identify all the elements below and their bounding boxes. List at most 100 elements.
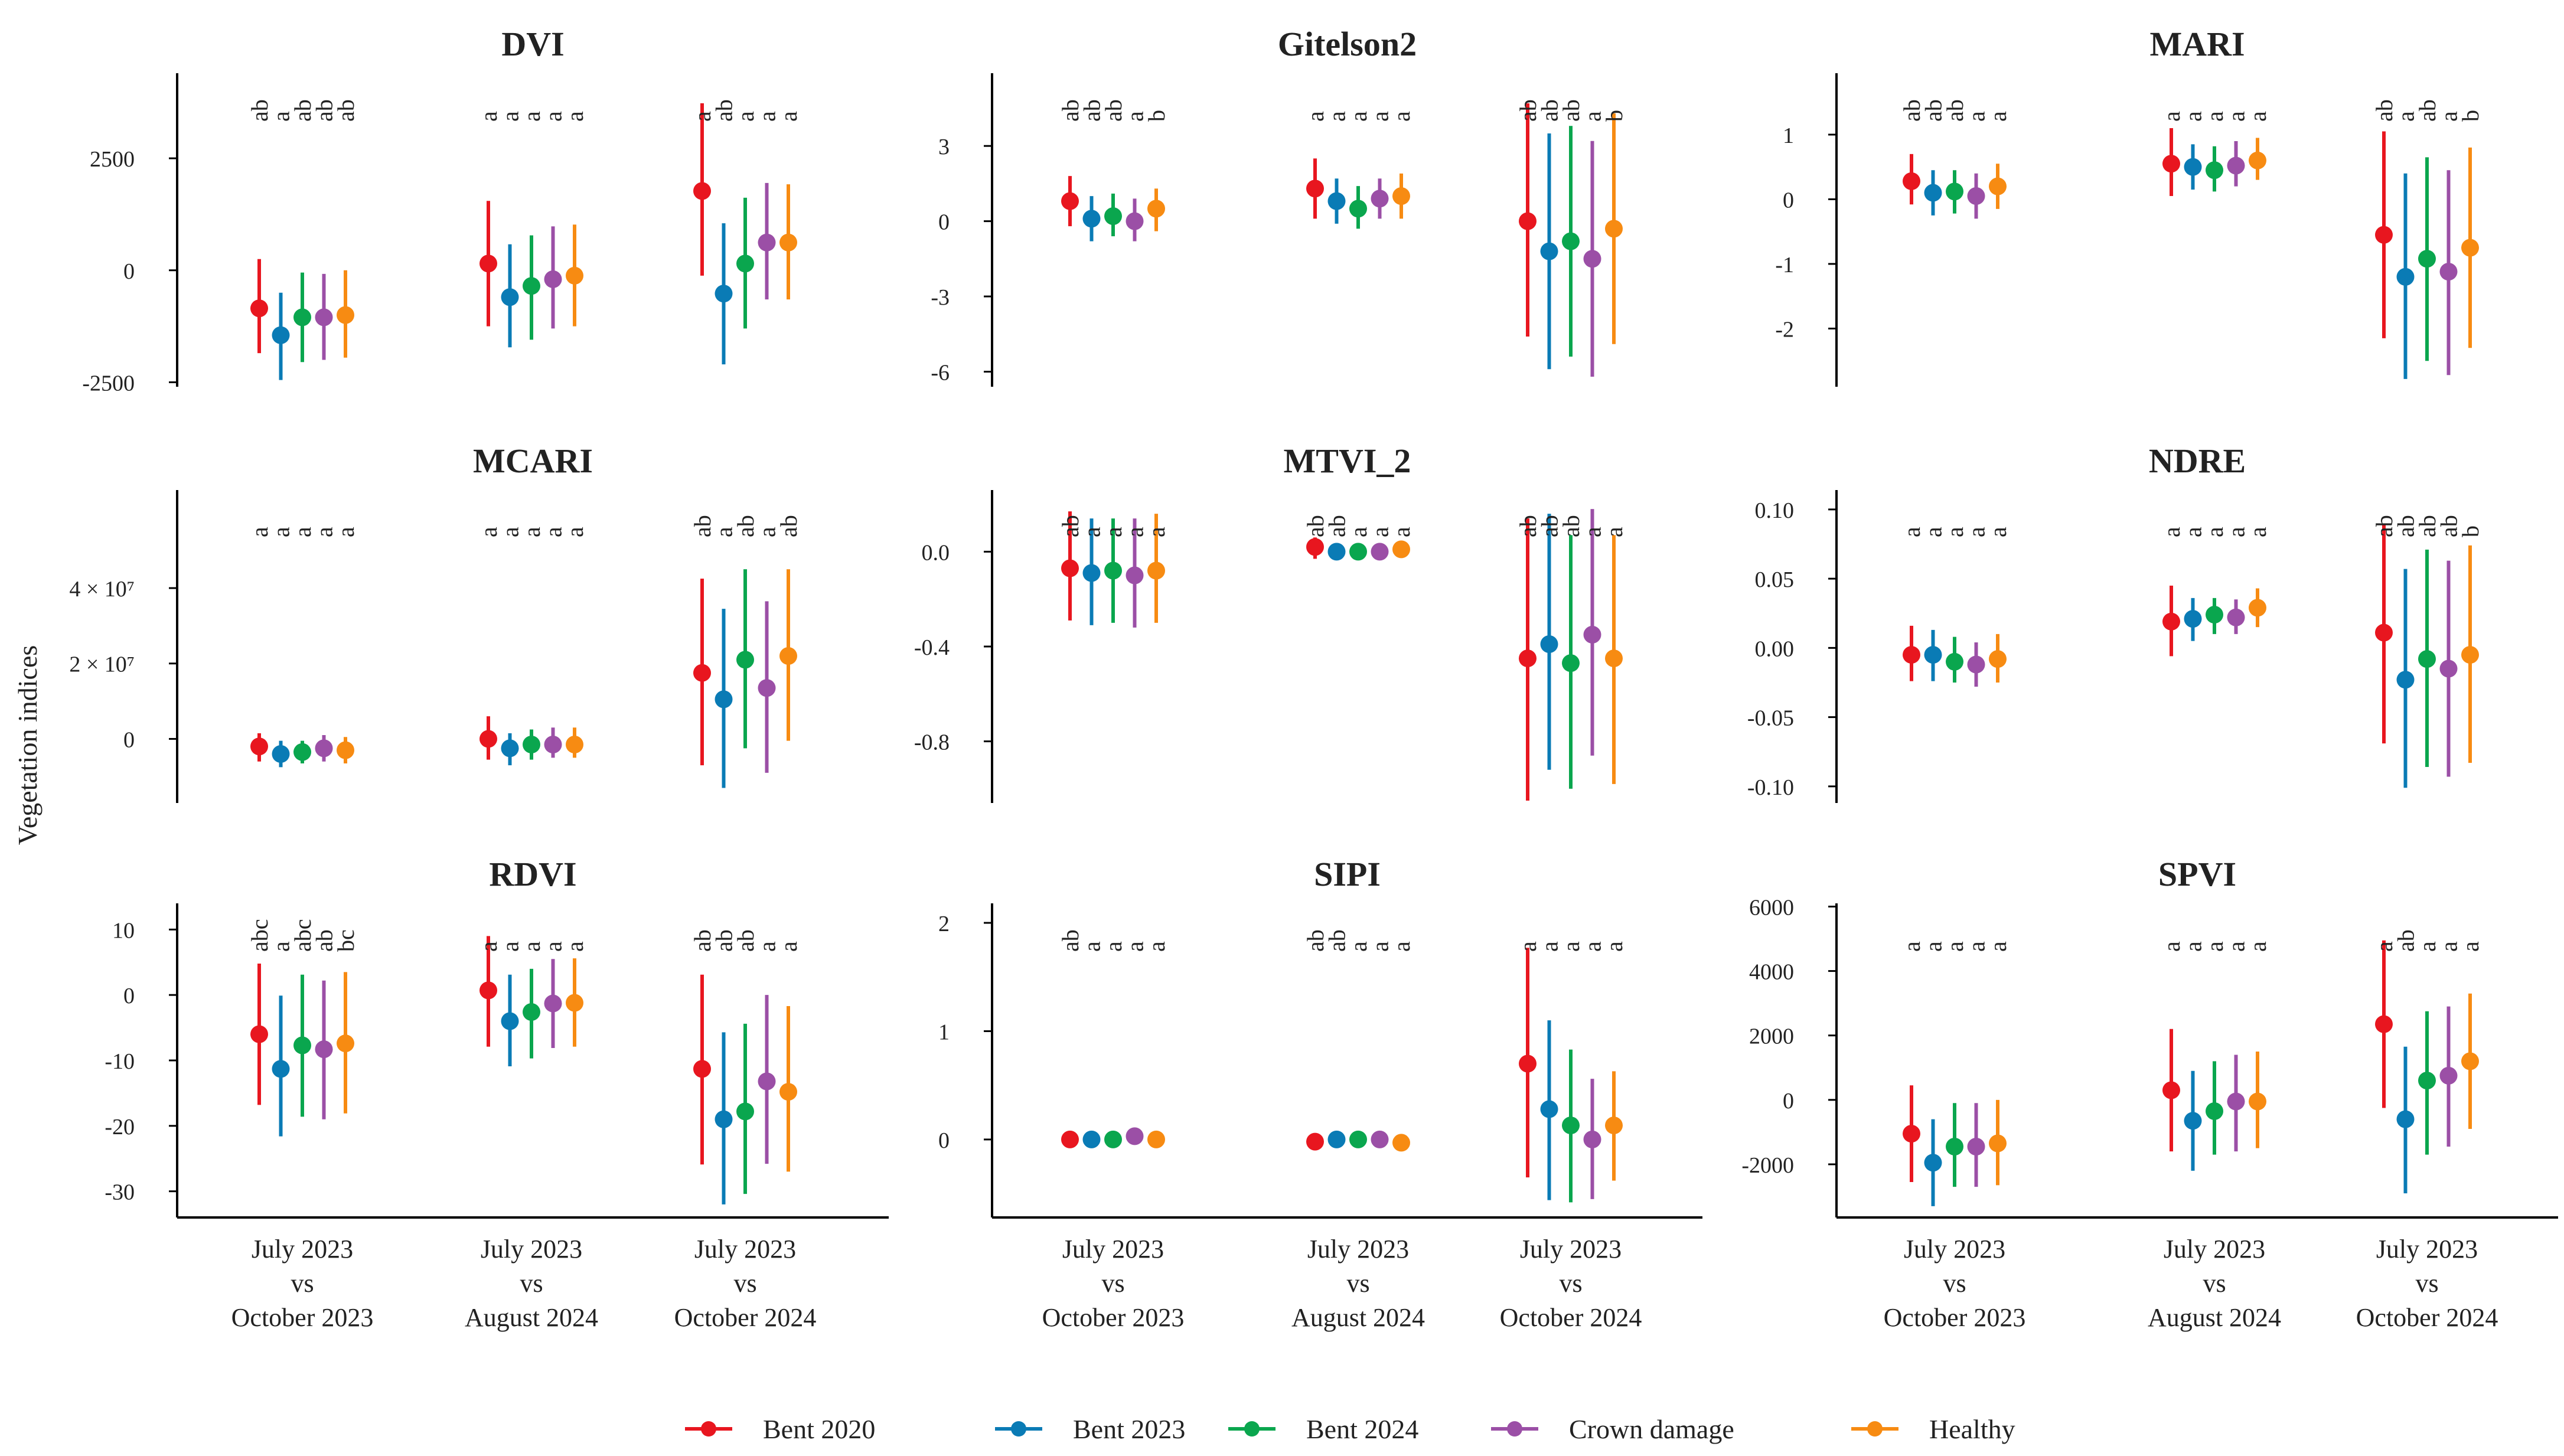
y-tick-label: 0	[123, 727, 135, 752]
comparison-label: October 2024	[674, 1303, 817, 1332]
comparison-label: October 2024	[1500, 1303, 1642, 1332]
mean-point	[779, 233, 797, 252]
mean-point	[272, 1060, 290, 1078]
mean-point	[1147, 200, 1165, 218]
comparison-label: October 2023	[1884, 1303, 2026, 1332]
significance-letter: ab	[1302, 929, 1329, 952]
y-tick-label: 0	[938, 1128, 950, 1153]
comparison-label: vs	[291, 1269, 314, 1298]
legend-swatch-point	[1507, 1421, 1522, 1437]
mean-point	[1903, 646, 1920, 664]
y-tick-label: -0.8	[914, 730, 950, 755]
significance-letter: ab	[2371, 99, 2397, 122]
comparison-label: August 2024	[1291, 1303, 1425, 1332]
mean-point	[479, 254, 497, 273]
mean-point	[2227, 1092, 2245, 1111]
significance-letter: ab	[1898, 99, 1925, 122]
mean-point	[736, 254, 754, 273]
significance-letter: a	[475, 941, 502, 952]
significance-letter: a	[2245, 941, 2271, 952]
y-tick-label: -6	[931, 361, 950, 386]
significance-letter: a	[1580, 941, 1606, 952]
mean-point	[1147, 1130, 1165, 1148]
significance-letter: a	[268, 941, 295, 952]
significance-letter: a	[2414, 941, 2441, 952]
significance-letter: ab	[1079, 99, 1105, 122]
significance-letter: ab	[246, 99, 273, 122]
significance-letter: a	[2223, 111, 2250, 122]
y-tick-label: -30	[105, 1180, 135, 1205]
significance-letter: ab	[711, 929, 738, 952]
significance-letter: ab	[2414, 99, 2441, 122]
significance-letter: a	[1388, 111, 1415, 122]
significance-letter: a	[2180, 111, 2207, 122]
mean-point	[1126, 212, 1144, 230]
mean-point	[2227, 156, 2245, 175]
comparison-label: vs	[1943, 1269, 1966, 1298]
significance-letter: a	[1942, 527, 1968, 537]
mean-point	[2162, 612, 2180, 631]
mean-point	[293, 1036, 311, 1055]
comparison-label: July 2023	[1520, 1235, 1622, 1264]
mean-point	[1946, 652, 1963, 671]
chart-title: MCARI	[473, 442, 593, 480]
chart-title: SPVI	[2158, 855, 2236, 893]
y-tick-label: -0.4	[914, 635, 950, 660]
significance-letter: ab	[1100, 99, 1127, 122]
significance-letter: a	[754, 941, 781, 952]
significance-letter: a	[1601, 941, 1627, 952]
mean-point	[1306, 1132, 1324, 1151]
significance-letter: ab	[1324, 515, 1350, 537]
significance-letter: ab	[311, 99, 338, 122]
significance-letter: a	[2201, 527, 2228, 537]
y-tick-label: 0.05	[1755, 567, 1795, 592]
mean-point	[544, 994, 562, 1013]
significance-letter: a	[268, 111, 295, 122]
mean-point	[1371, 190, 1389, 208]
legend-label: Bent 2023	[1073, 1414, 1185, 1444]
significance-letter: a	[689, 111, 716, 122]
significance-letter: ab	[1057, 929, 1084, 952]
significance-letter: a	[497, 111, 524, 122]
significance-letter: a	[1100, 527, 1127, 537]
mean-point	[2249, 599, 2266, 617]
significance-letter: a	[775, 941, 802, 952]
comparison-label: July 2023	[2164, 1235, 2265, 1264]
mean-point	[1327, 1130, 1346, 1148]
mean-point	[2249, 151, 2266, 169]
mean-point	[501, 1012, 519, 1030]
significance-letter: a	[2393, 111, 2419, 122]
significance-letter: a	[497, 527, 524, 537]
significance-letter: a	[1367, 527, 1394, 537]
significance-letter: a	[475, 527, 502, 537]
mean-point	[2375, 226, 2393, 244]
legend-swatch-point	[1244, 1421, 1260, 1437]
mean-point	[1989, 177, 2007, 195]
mean-point	[1946, 1137, 1963, 1155]
significance-letter: a	[2201, 941, 2228, 952]
significance-letter: a	[1963, 527, 1990, 537]
significance-letter: b	[1601, 110, 1627, 122]
mean-point	[1989, 650, 2007, 668]
significance-letter: a	[1580, 111, 1606, 122]
significance-letter: a	[1302, 111, 1329, 122]
mean-point	[479, 730, 497, 748]
mean-point	[1104, 207, 1122, 226]
significance-letter: a	[2245, 111, 2271, 122]
significance-letter: ab	[1942, 99, 1968, 122]
mean-point	[715, 690, 733, 709]
mean-point	[293, 743, 311, 761]
mean-point	[2162, 1081, 2180, 1099]
mean-point	[1903, 1125, 1920, 1143]
mean-point	[2206, 606, 2223, 624]
mean-point	[2418, 1072, 2436, 1090]
significance-letter: ab	[1537, 99, 1563, 122]
significance-letter: a	[2457, 941, 2484, 952]
significance-letter: a	[1388, 941, 1415, 952]
mean-point	[501, 288, 519, 306]
comparison-label: vs	[1346, 1269, 1369, 1298]
y-tick-label: 2500	[90, 147, 135, 172]
mean-point	[1540, 242, 1558, 260]
